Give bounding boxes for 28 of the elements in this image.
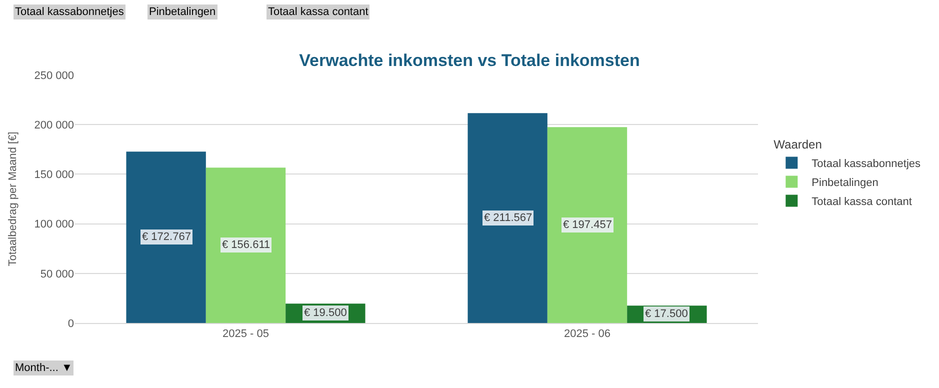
y-tick-label: 0 <box>68 318 74 330</box>
legend-label: Totaal kassabonnetjes <box>812 158 922 170</box>
bar <box>547 127 628 323</box>
data-label: € 156.611 <box>222 239 270 251</box>
bar <box>468 113 548 323</box>
x-tick-label: 2025 - 06 <box>564 328 610 340</box>
text: Totaal kassa contant <box>268 6 368 18</box>
bar <box>206 168 286 323</box>
y-tick-label: 50 000 <box>40 268 74 280</box>
data-label: € 197.457 <box>563 219 612 231</box>
text: Month-... ▼ <box>15 362 72 374</box>
legend-label: Pinbetalingen <box>812 177 878 190</box>
data-label: € 172.767 <box>142 231 191 243</box>
legend-title: Waarden <box>774 137 822 152</box>
x-tick-label: 2025 - 05 <box>222 328 269 340</box>
bar <box>126 152 206 323</box>
data-label: € 211.567 <box>484 212 532 224</box>
y-tick-label: 250 000 <box>34 70 74 82</box>
y-axis-title: Totaalbedrag per Maand [€] <box>6 132 19 266</box>
legend-label: Totaal kassa contant <box>812 196 912 208</box>
text: Pinbetalingen <box>149 6 216 18</box>
text: Totaal kassabonnetjes <box>15 6 124 18</box>
chart-title: Verwachte inkomsten vs Totale inkomsten <box>299 51 640 70</box>
data-label: € 19.500 <box>304 307 347 319</box>
data-label: € 17.500 <box>645 308 688 320</box>
y-tick-label: 100 000 <box>34 218 74 231</box>
y-tick-label: 150 000 <box>34 169 74 182</box>
y-tick-label: 200 000 <box>34 119 74 132</box>
